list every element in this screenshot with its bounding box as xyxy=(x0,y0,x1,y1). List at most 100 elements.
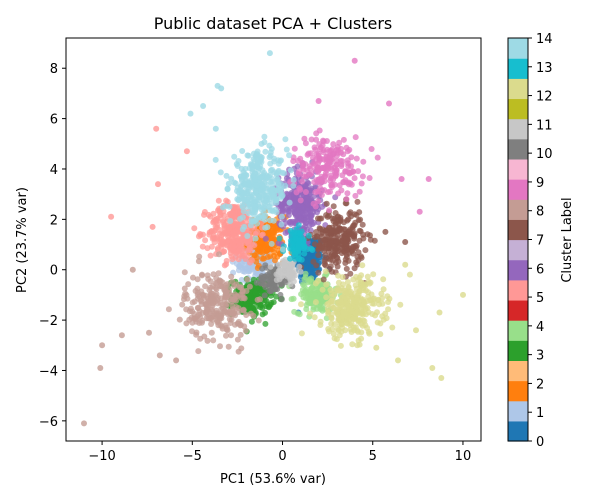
outlier-point-cluster-14 xyxy=(266,50,273,57)
outlier-point-cluster-8 xyxy=(129,266,136,273)
data-point-cluster-9 xyxy=(333,172,340,179)
x-tick-label: −5 xyxy=(183,449,202,464)
data-point-cluster-14 xyxy=(269,166,275,173)
data-point-cluster-8 xyxy=(223,332,229,339)
data-point-cluster-8 xyxy=(229,296,236,303)
data-point-cluster-14 xyxy=(248,162,255,168)
data-point-cluster-3 xyxy=(247,306,254,312)
data-point-cluster-14 xyxy=(235,197,242,204)
data-point-cluster-14 xyxy=(282,136,289,143)
data-point-cluster-9 xyxy=(324,146,331,153)
data-point-cluster-14 xyxy=(248,191,255,198)
data-point-cluster-6 xyxy=(319,203,326,210)
data-point-cluster-4 xyxy=(306,278,313,284)
data-point-cluster-14 xyxy=(263,198,269,205)
data-point-cluster-14 xyxy=(269,181,276,188)
colorbar-tick-label: 14 xyxy=(536,32,553,47)
data-point-cluster-8 xyxy=(194,276,201,283)
data-point-cluster-5 xyxy=(246,245,253,252)
data-point-cluster-12 xyxy=(342,319,349,326)
data-point-cluster-4 xyxy=(302,270,309,277)
data-point-cluster-12 xyxy=(338,328,345,335)
data-point-cluster-12 xyxy=(352,282,359,289)
data-point-cluster-14 xyxy=(224,186,231,193)
data-point-cluster-9 xyxy=(297,155,304,162)
data-point-cluster-12 xyxy=(335,272,342,279)
data-point-cluster-6 xyxy=(297,215,304,222)
x-axis-label: PC1 (53.6% var) xyxy=(220,472,326,487)
outlier-point-cluster-8 xyxy=(173,357,180,364)
data-point-cluster-5 xyxy=(259,231,266,238)
y-tick-label: 0 xyxy=(50,264,58,279)
data-point-cluster-14 xyxy=(225,180,232,187)
data-point-cluster-12 xyxy=(345,312,352,319)
data-point-cluster-9 xyxy=(314,165,321,172)
data-point-cluster-5 xyxy=(231,213,238,220)
data-point-cluster-6 xyxy=(282,229,289,236)
data-point-cluster-14 xyxy=(278,221,285,228)
data-point-cluster-14 xyxy=(282,182,289,189)
data-point-cluster-8 xyxy=(246,283,253,290)
data-point-cluster-7 xyxy=(355,249,362,256)
data-point-cluster-1 xyxy=(238,276,245,283)
data-point-cluster-11 xyxy=(297,268,304,275)
data-point-cluster-12 xyxy=(374,319,381,326)
data-point-cluster-8 xyxy=(190,274,196,281)
outlier-point-cluster-12 xyxy=(373,344,380,351)
data-point-cluster-14 xyxy=(250,197,257,203)
data-point-cluster-5 xyxy=(215,197,222,204)
data-point-cluster-4 xyxy=(319,307,326,314)
data-point-cluster-14 xyxy=(256,197,262,204)
data-point-cluster-14 xyxy=(242,181,249,188)
outlier-point-cluster-7 xyxy=(382,228,389,235)
data-point-cluster-5 xyxy=(223,197,230,204)
data-point-cluster-14 xyxy=(212,156,219,163)
data-point-cluster-8 xyxy=(235,309,242,315)
data-point-cluster-7 xyxy=(331,245,338,252)
data-point-cluster-8 xyxy=(223,324,230,331)
data-point-cluster-5 xyxy=(248,257,255,264)
data-point-cluster-14 xyxy=(231,153,238,160)
data-point-cluster-12 xyxy=(383,315,390,322)
colorbar-tick-label: 4 xyxy=(536,320,544,335)
data-point-cluster-14 xyxy=(261,133,268,140)
data-point-cluster-8 xyxy=(236,284,243,291)
data-point-cluster-13 xyxy=(305,232,312,239)
data-point-cluster-10 xyxy=(278,296,285,303)
data-point-cluster-12 xyxy=(385,306,392,313)
data-point-cluster-12 xyxy=(348,296,355,303)
data-point-cluster-14 xyxy=(231,179,238,186)
outlier-point-cluster-14 xyxy=(187,110,194,117)
data-point-cluster-10 xyxy=(268,288,275,295)
data-point-cluster-5 xyxy=(205,211,212,218)
data-point-cluster-1 xyxy=(246,268,253,275)
data-point-cluster-14 xyxy=(268,240,275,247)
data-point-cluster-9 xyxy=(312,203,319,210)
colorbar-segment xyxy=(508,420,528,442)
chart-title: Public dataset PCA + Clusters xyxy=(154,14,392,33)
data-point-cluster-7 xyxy=(315,215,321,222)
colorbar-tick-label: 10 xyxy=(536,147,553,162)
data-point-cluster-14 xyxy=(271,155,278,162)
data-point-cluster-8 xyxy=(222,289,229,296)
data-point-cluster-12 xyxy=(328,320,335,327)
data-point-cluster-9 xyxy=(348,154,355,161)
data-point-cluster-14 xyxy=(258,182,265,189)
data-point-cluster-8 xyxy=(176,316,183,323)
colorbar-segment xyxy=(508,98,528,120)
data-point-cluster-12 xyxy=(380,276,387,283)
colorbar-tick-label: 9 xyxy=(536,176,544,191)
data-point-cluster-7 xyxy=(320,276,327,283)
data-point-cluster-7 xyxy=(362,247,369,254)
outlier-point-cluster-8 xyxy=(81,420,87,427)
data-point-cluster-5 xyxy=(234,204,241,211)
data-point-cluster-12 xyxy=(370,271,377,278)
colorbar-tick-label: 5 xyxy=(536,291,544,306)
data-point-cluster-7 xyxy=(343,265,350,272)
data-point-cluster-9 xyxy=(359,173,366,180)
data-point-cluster-8 xyxy=(235,348,242,355)
data-point-cluster-14 xyxy=(260,208,267,215)
data-point-cluster-14 xyxy=(238,165,245,172)
data-point-cluster-8 xyxy=(207,284,214,291)
data-point-cluster-11 xyxy=(279,261,286,268)
